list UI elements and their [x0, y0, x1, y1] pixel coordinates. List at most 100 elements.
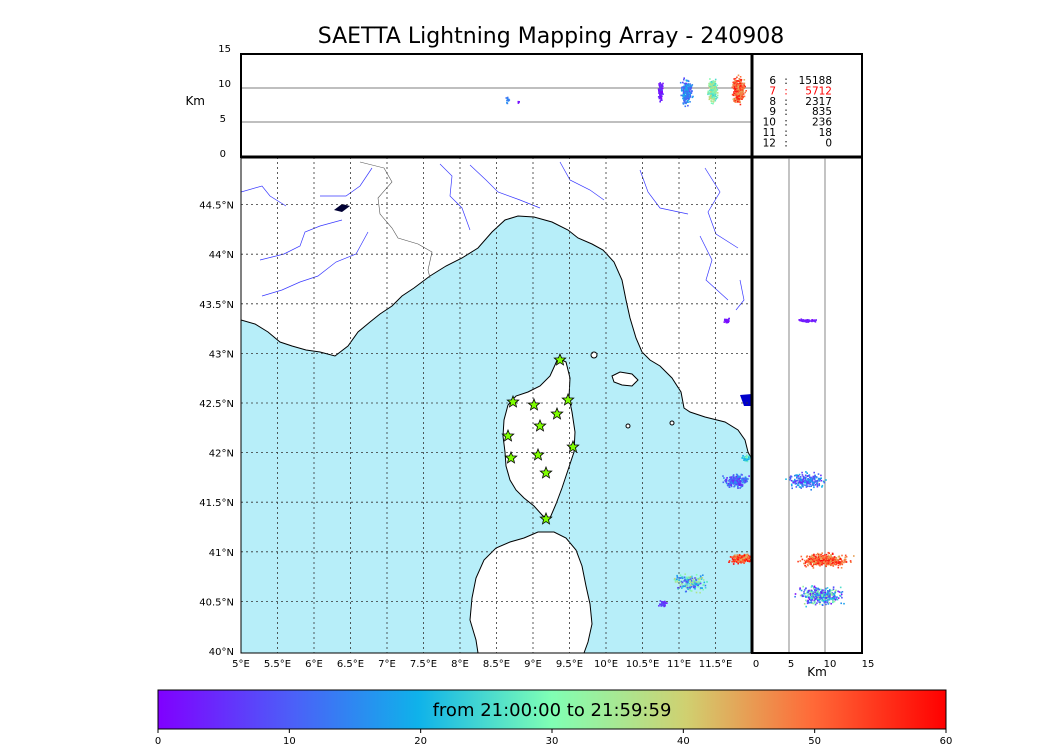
lightning-source: [679, 584, 681, 586]
lightning-source: [829, 588, 831, 591]
lightning-source: [819, 557, 821, 560]
lightning-source: [731, 556, 734, 558]
lightning-source: [687, 101, 689, 103]
altitude-count-alt: 10: [763, 117, 776, 129]
lightning-source: [807, 558, 810, 560]
lightning-source: [745, 90, 747, 92]
lightning-source: [825, 564, 827, 566]
lightning-source: [817, 596, 819, 598]
lightning-source: [730, 482, 733, 485]
lightning-source: [661, 87, 664, 90]
lightning-source: [696, 584, 699, 586]
lightning-source: [683, 95, 685, 97]
lightning-source: [813, 481, 816, 483]
lightning-source: [836, 596, 838, 598]
longitude-tick-label: 8.5°E: [483, 659, 510, 670]
longitude-tick-label: 11°E: [667, 659, 691, 670]
lightning-source: [685, 94, 688, 97]
station-star-icon: [553, 352, 567, 366]
lightning-source: [746, 553, 749, 556]
lightning-source: [702, 584, 704, 586]
lightning-source: [811, 585, 813, 587]
lightning-source: [807, 590, 810, 592]
lightning-source: [813, 586, 815, 589]
lightning-source: [814, 603, 817, 606]
lightning-source: [741, 560, 744, 562]
lightning-source: [742, 455, 744, 458]
lightning-source: [737, 100, 739, 103]
lightning-source: [694, 584, 696, 587]
lightning-source: [658, 89, 660, 92]
altitude-lon-panel[interactable]: [241, 74, 752, 123]
lightning-source: [734, 560, 737, 563]
lightning-source: [723, 321, 726, 323]
lightning-source: [734, 481, 737, 483]
lightning-source: [850, 561, 852, 563]
lightning-source: [735, 85, 738, 88]
lightning-source: [825, 593, 828, 595]
lightning-source: [833, 556, 836, 558]
lightning-source: [710, 81, 713, 83]
lightning-source: [837, 566, 840, 569]
lightning-source: [832, 601, 834, 604]
lightning-source: [740, 483, 743, 486]
alt-lightning-sources: [505, 74, 747, 108]
lightning-source: [691, 577, 694, 580]
lightning-source: [733, 85, 736, 88]
lightning-source: [724, 320, 727, 323]
lightning-source: [660, 97, 663, 99]
lightning-source: [689, 86, 692, 88]
lightning-source: [723, 477, 725, 479]
lightning-source: [804, 592, 807, 595]
rivers: [241, 161, 745, 311]
lightning-source: [797, 560, 799, 563]
lightning-source: [810, 479, 812, 482]
lightning-source: [699, 588, 702, 590]
lightning-source: [746, 454, 748, 457]
lightning-source: [735, 86, 738, 89]
lightning-source: [733, 556, 735, 558]
lightning-source: [829, 595, 831, 598]
lightning-source: [831, 589, 833, 592]
lightning-source: [741, 90, 744, 93]
lightning-source: [661, 601, 663, 603]
lightning-source: [737, 485, 739, 487]
lightning-source: [695, 579, 697, 581]
lightning-source: [694, 588, 696, 590]
station-star-icon: [531, 447, 545, 461]
lightning-source: [699, 582, 702, 585]
map-panel[interactable]: [241, 157, 753, 653]
lightning-source: [684, 84, 686, 87]
lightning-source: [714, 78, 717, 81]
lightning-source: [702, 574, 704, 576]
lightning-source: [747, 554, 750, 557]
lightning-source: [684, 85, 687, 88]
colorbar-tick-label: 30: [546, 736, 559, 747]
lightning-source: [818, 588, 820, 591]
lightning-source: [831, 562, 833, 565]
lightning-source: [799, 482, 802, 485]
lightning-source: [736, 95, 738, 98]
lightning-source: [831, 557, 833, 559]
lightning-source: [819, 603, 821, 605]
lightning-source: [796, 477, 798, 479]
lightning-source: [676, 581, 679, 583]
lightning-source: [746, 554, 748, 557]
lightning-source: [665, 602, 667, 604]
lightning-source: [801, 482, 804, 484]
lightning-source: [712, 101, 715, 103]
lightning-source: [517, 102, 520, 104]
lightning-source: [724, 318, 726, 321]
lightning-source: [825, 603, 827, 606]
lightning-source: [704, 587, 707, 589]
altitude-lat-panel[interactable]: [785, 157, 855, 653]
lightning-source: [821, 563, 823, 566]
lightning-source: [658, 84, 661, 87]
lightning-source: [685, 87, 687, 89]
lightning-source: [714, 99, 717, 102]
lightning-source: [712, 97, 714, 100]
lightning-source: [710, 95, 712, 98]
lightning-source: [740, 484, 742, 487]
lightning-source: [844, 554, 847, 557]
lightning-source: [810, 601, 813, 604]
